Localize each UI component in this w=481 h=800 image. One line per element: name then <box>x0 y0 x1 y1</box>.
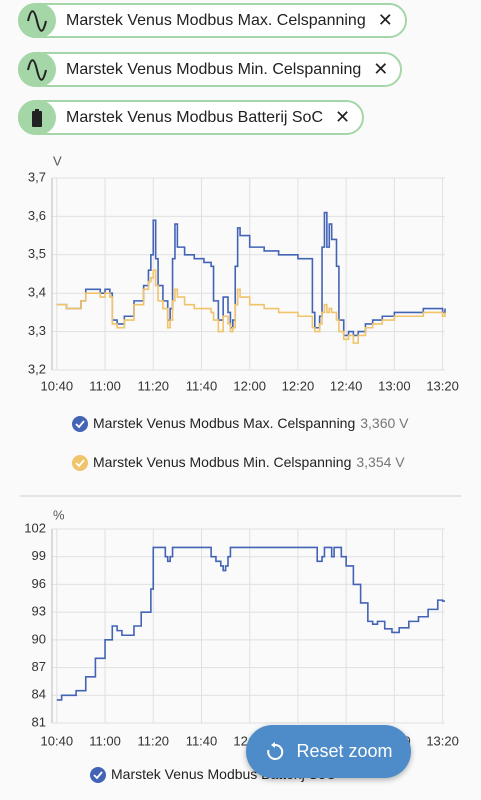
series-line <box>56 546 445 701</box>
chip-icon <box>18 3 56 38</box>
x-tick-label: 13:00 <box>378 378 411 393</box>
y-tick-label: 96 <box>32 576 46 591</box>
x-tick-label: 11:40 <box>186 733 218 748</box>
x-tick-label: 12:00 <box>233 378 266 393</box>
y-tick-label: 3,7 <box>28 169 46 184</box>
series-line <box>56 269 446 344</box>
button-label: Reset zoom <box>296 741 393 761</box>
x-tick-label: 12:20 <box>282 378 315 393</box>
x-tick-label: 12:40 <box>330 378 363 393</box>
x-tick-label: 10:40 <box>41 733 74 748</box>
y-tick-label: 90 <box>32 631 46 646</box>
y-tick-label: 102 <box>24 520 46 535</box>
reset-zoom-button[interactable]: Reset zoom <box>246 725 411 778</box>
legend-name: Marstek Venus Modbus Min. Celspanning <box>93 454 351 470</box>
x-tick-label: 11:20 <box>137 378 169 393</box>
x-tick-label: 11:40 <box>186 378 218 393</box>
chip-remove[interactable]: ✕ <box>377 10 393 30</box>
legend-state: 3,354 V <box>356 454 405 470</box>
legend-check <box>75 420 85 429</box>
legend-checkbox[interactable] <box>90 767 106 783</box>
x-tick-label: 13:20 <box>426 733 459 748</box>
chip: Marstek Venus Modbus Min. Celspanning ✕ <box>18 52 403 87</box>
legend-checkbox[interactable] <box>72 416 88 432</box>
x-tick-label: 13:20 <box>426 378 459 393</box>
legend-state: 3,360 V <box>360 415 409 431</box>
x-tick-label: 11:20 <box>137 733 169 748</box>
chip-remove[interactable]: ✕ <box>373 59 389 79</box>
series-line <box>56 211 446 337</box>
chip-icon <box>18 52 56 87</box>
x-tick-label: 10:40 <box>41 378 74 393</box>
y-tick-label: 99 <box>32 548 46 563</box>
y-tick-label: 3,3 <box>28 323 46 338</box>
chip-label: Marstek Venus Modbus Min. Celspanning <box>66 60 362 78</box>
legend-check <box>93 771 103 780</box>
y-tick-label: 84 <box>32 687 46 702</box>
legend-name: Marstek Venus Modbus Max. Celspanning <box>93 415 355 431</box>
y-axis-label: V <box>53 153 62 168</box>
chip: Marstek Venus Modbus Max. Celspanning ✕ <box>18 3 407 38</box>
y-tick-label: 3,5 <box>28 246 46 261</box>
legend-label: Marstek Venus Modbus Min. Celspanning 3,3… <box>93 454 405 470</box>
chip-remove[interactable]: ✕ <box>335 107 351 127</box>
y-tick-label: 81 <box>32 714 46 729</box>
chip: Marstek Venus Modbus Batterij SoC ✕ <box>18 100 365 135</box>
y-tick-label: 3,4 <box>28 285 46 300</box>
x-tick-label: 11:00 <box>89 733 121 748</box>
chip-label: Marstek Venus Modbus Batterij SoC <box>66 108 324 126</box>
x-tick-label: 11:00 <box>89 378 121 393</box>
legend-checkbox[interactable] <box>72 455 88 471</box>
chip-icon <box>18 100 56 135</box>
y-axis-label: % <box>53 507 65 522</box>
legend-label: Marstek Venus Modbus Max. Celspanning 3,3… <box>93 415 409 431</box>
chip-label: Marstek Venus Modbus Max. Celspanning <box>66 11 366 29</box>
y-tick-label: 3,6 <box>28 208 46 223</box>
y-tick-label: 93 <box>32 604 46 619</box>
y-tick-label: 3,2 <box>28 361 46 376</box>
y-tick-label: 87 <box>32 659 46 674</box>
legend-check <box>75 459 85 468</box>
